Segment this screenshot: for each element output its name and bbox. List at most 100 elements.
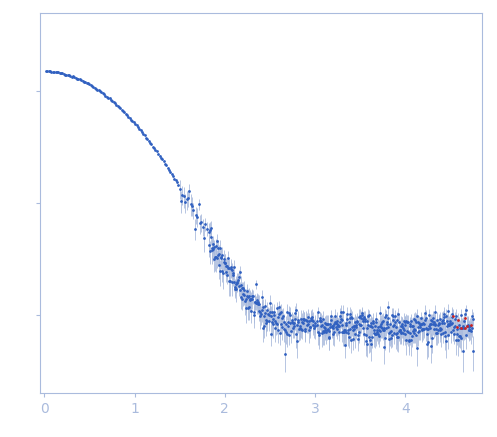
Point [237,293,245,300]
Point [235,283,243,290]
Point [307,316,315,323]
Point [299,315,307,322]
Point [349,323,357,329]
Point [335,328,343,335]
Point [378,324,386,331]
Point [350,326,358,333]
Point [331,329,338,336]
Point [426,320,434,327]
Point [468,324,476,331]
Point [390,313,398,320]
Point [279,325,287,332]
Point [353,319,361,326]
Point [296,323,304,329]
Point [251,298,259,305]
Point [327,320,334,327]
Point [462,331,470,338]
Point [422,326,430,333]
Point [407,318,415,325]
Point [152,146,160,153]
Point [157,154,165,161]
Point [397,329,405,336]
Point [380,325,388,332]
Point [450,330,458,337]
Point [416,315,424,322]
Point [274,326,282,333]
Point [391,312,399,319]
Point [133,122,141,129]
Point [199,223,207,230]
Point [76,76,84,83]
Point [237,281,245,288]
Point [67,73,75,80]
Point [214,252,222,259]
Point [379,317,387,324]
Point [166,169,174,176]
Point [412,331,420,338]
Point [326,328,333,335]
Point [304,321,312,328]
Point [373,329,381,336]
Point [407,329,414,336]
Point [161,160,169,167]
Point [303,322,311,329]
Point [354,331,362,338]
Point [411,327,419,334]
Point [250,298,258,305]
Point [428,317,436,324]
Point [389,316,397,323]
Point [320,329,328,336]
Point [46,68,54,75]
Point [326,324,334,331]
Point [329,323,337,329]
Point [281,350,289,357]
Point [366,337,374,344]
Point [146,139,154,146]
Point [399,329,407,336]
Point [304,313,312,320]
Point [229,271,237,278]
Point [390,329,398,336]
Point [105,95,113,102]
Point [448,313,456,320]
Point [384,315,392,322]
Point [417,321,425,328]
Point [368,333,376,340]
Point [62,71,70,78]
Point [369,318,377,325]
Point [399,324,407,331]
Point [216,267,224,274]
Point [223,271,231,278]
Point [421,309,429,316]
Point [419,319,427,326]
Point [201,220,209,227]
Point [246,296,254,303]
Point [263,317,271,324]
Point [385,330,393,337]
Point [341,326,349,333]
Point [228,279,236,286]
Point [283,331,291,338]
Point [311,319,319,326]
Point [349,327,357,334]
Point [296,325,304,332]
Point [270,309,278,316]
Point [260,323,268,329]
Point [421,325,429,332]
Point [150,145,158,152]
Point [439,316,447,323]
Point [437,330,445,337]
Point [449,312,457,319]
Point [430,326,438,333]
Point [80,78,88,85]
Point [360,313,368,320]
Point [402,317,410,324]
Point [401,330,409,337]
Point [284,318,292,325]
Point [383,320,391,327]
Point [112,101,120,108]
Point [301,328,309,335]
Point [354,314,362,321]
Point [371,331,379,338]
Point [141,132,149,139]
